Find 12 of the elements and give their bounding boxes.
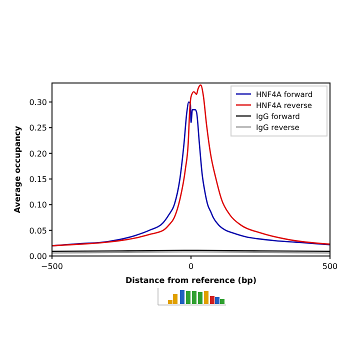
y-tick-label: 0.15 — [29, 174, 47, 184]
y-tick-label: 0.00 — [29, 252, 47, 261]
x-axis-title: Distance from reference (bp) — [125, 276, 257, 285]
y-tick-label: 0.10 — [29, 200, 47, 210]
x-tick-label: −500 — [41, 262, 63, 271]
y-tick-label: 0.25 — [29, 124, 47, 133]
y-tick-label: 0.20 — [29, 149, 47, 158]
y-axis-title: Average occupancy — [13, 125, 22, 214]
x-tick-label: 500 — [322, 262, 338, 271]
y-tick-label: 0.30 — [29, 98, 47, 107]
x-tick-label: 0 — [188, 262, 194, 271]
y-tick-label: 0.05 — [29, 226, 47, 236]
